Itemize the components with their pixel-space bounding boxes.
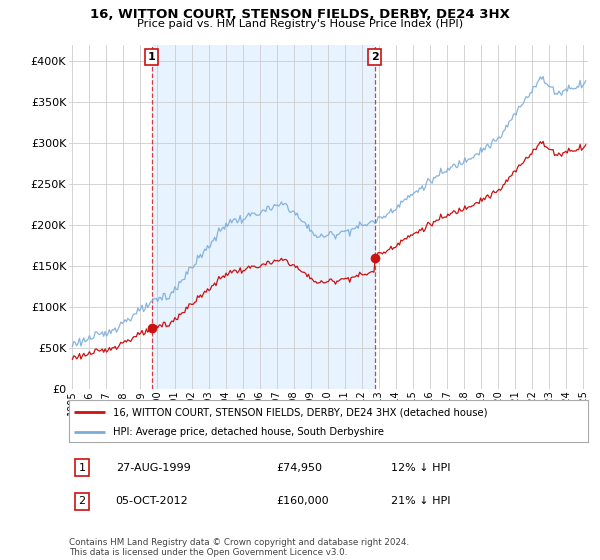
Text: 2: 2: [79, 496, 86, 506]
Text: 1: 1: [148, 52, 155, 62]
Text: Contains HM Land Registry data © Crown copyright and database right 2024.
This d: Contains HM Land Registry data © Crown c…: [69, 538, 409, 557]
Text: 21% ↓ HPI: 21% ↓ HPI: [391, 496, 450, 506]
Bar: [152, 45, 374, 389]
Text: 05-OCT-2012: 05-OCT-2012: [116, 496, 188, 506]
Text: £160,000: £160,000: [277, 496, 329, 506]
Text: 27-AUG-1999: 27-AUG-1999: [116, 463, 190, 473]
Text: HPI: Average price, detached house, South Derbyshire: HPI: Average price, detached house, Sout…: [113, 427, 384, 437]
Text: 12% ↓ HPI: 12% ↓ HPI: [391, 463, 450, 473]
Text: Price paid vs. HM Land Registry's House Price Index (HPI): Price paid vs. HM Land Registry's House …: [137, 19, 463, 29]
Text: 16, WITTON COURT, STENSON FIELDS, DERBY, DE24 3HX (detached house): 16, WITTON COURT, STENSON FIELDS, DERBY,…: [113, 407, 488, 417]
Text: 16, WITTON COURT, STENSON FIELDS, DERBY, DE24 3HX: 16, WITTON COURT, STENSON FIELDS, DERBY,…: [90, 8, 510, 21]
Text: £74,950: £74,950: [277, 463, 323, 473]
Text: 2: 2: [371, 52, 379, 62]
Text: 1: 1: [79, 463, 85, 473]
